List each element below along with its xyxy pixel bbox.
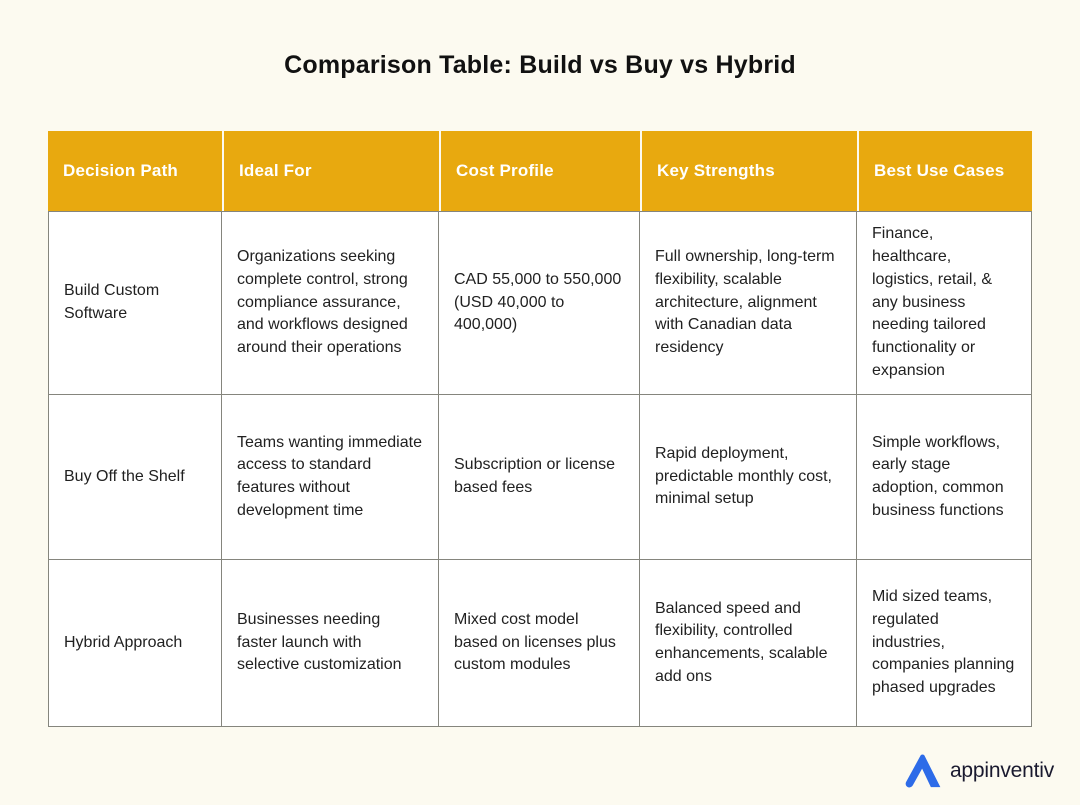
cell-ideal-for: Organizations seeking complete control, … — [222, 211, 439, 395]
cell-decision-path: Build Custom Software — [48, 211, 222, 395]
table-row-buy-off-shelf: Buy Off the Shelf Teams wanting immediat… — [48, 395, 1032, 560]
logo-wordmark: appinventiv — [949, 759, 1054, 782]
cell-key-strengths: Balanced speed and flexibility, controll… — [640, 560, 857, 727]
cell-ideal-for: Teams wanting immediate access to standa… — [222, 395, 439, 560]
table-row-build-custom: Build Custom Software Organizations seek… — [48, 211, 1032, 395]
col-header-cost-profile: Cost Profile — [439, 131, 640, 211]
cell-best-use-cases: Simple workflows, early stage adoption, … — [857, 395, 1032, 560]
appinventiv-logo: appinventiv — [904, 753, 1054, 789]
cell-decision-path: Hybrid Approach — [48, 560, 222, 727]
page-title: Comparison Table: Build vs Buy vs Hybrid — [284, 51, 796, 79]
comparison-table: Decision Path Ideal For Cost Profile Key… — [48, 131, 1032, 727]
col-header-ideal-for: Ideal For — [222, 131, 439, 211]
cell-decision-path: Buy Off the Shelf — [48, 395, 222, 560]
footer: appinventiv — [0, 727, 1080, 789]
cell-best-use-cases: Finance, healthcare, logistics, retail, … — [857, 211, 1032, 395]
col-header-best-use-cases: Best Use Cases — [857, 131, 1032, 211]
cell-cost-profile: CAD 55,000 to 550,000 (USD 40,000 to 400… — [439, 211, 640, 395]
cell-key-strengths: Full ownership, long-term flexibility, s… — [640, 211, 857, 395]
cell-best-use-cases: Mid sized teams, regulated industries, c… — [857, 560, 1032, 727]
cell-cost-profile: Subscription or license based fees — [439, 395, 640, 560]
appinventiv-a-icon — [905, 754, 941, 788]
col-header-decision-path: Decision Path — [48, 131, 222, 211]
cell-key-strengths: Rapid deployment, predictable monthly co… — [640, 395, 857, 560]
col-header-key-strengths: Key Strengths — [640, 131, 857, 211]
table-row-hybrid-approach: Hybrid Approach Businesses needing faste… — [48, 560, 1032, 727]
table-header-row: Decision Path Ideal For Cost Profile Key… — [48, 131, 1032, 211]
cell-ideal-for: Businesses needing faster launch with se… — [222, 560, 439, 727]
cell-cost-profile: Mixed cost model based on licenses plus … — [439, 560, 640, 727]
